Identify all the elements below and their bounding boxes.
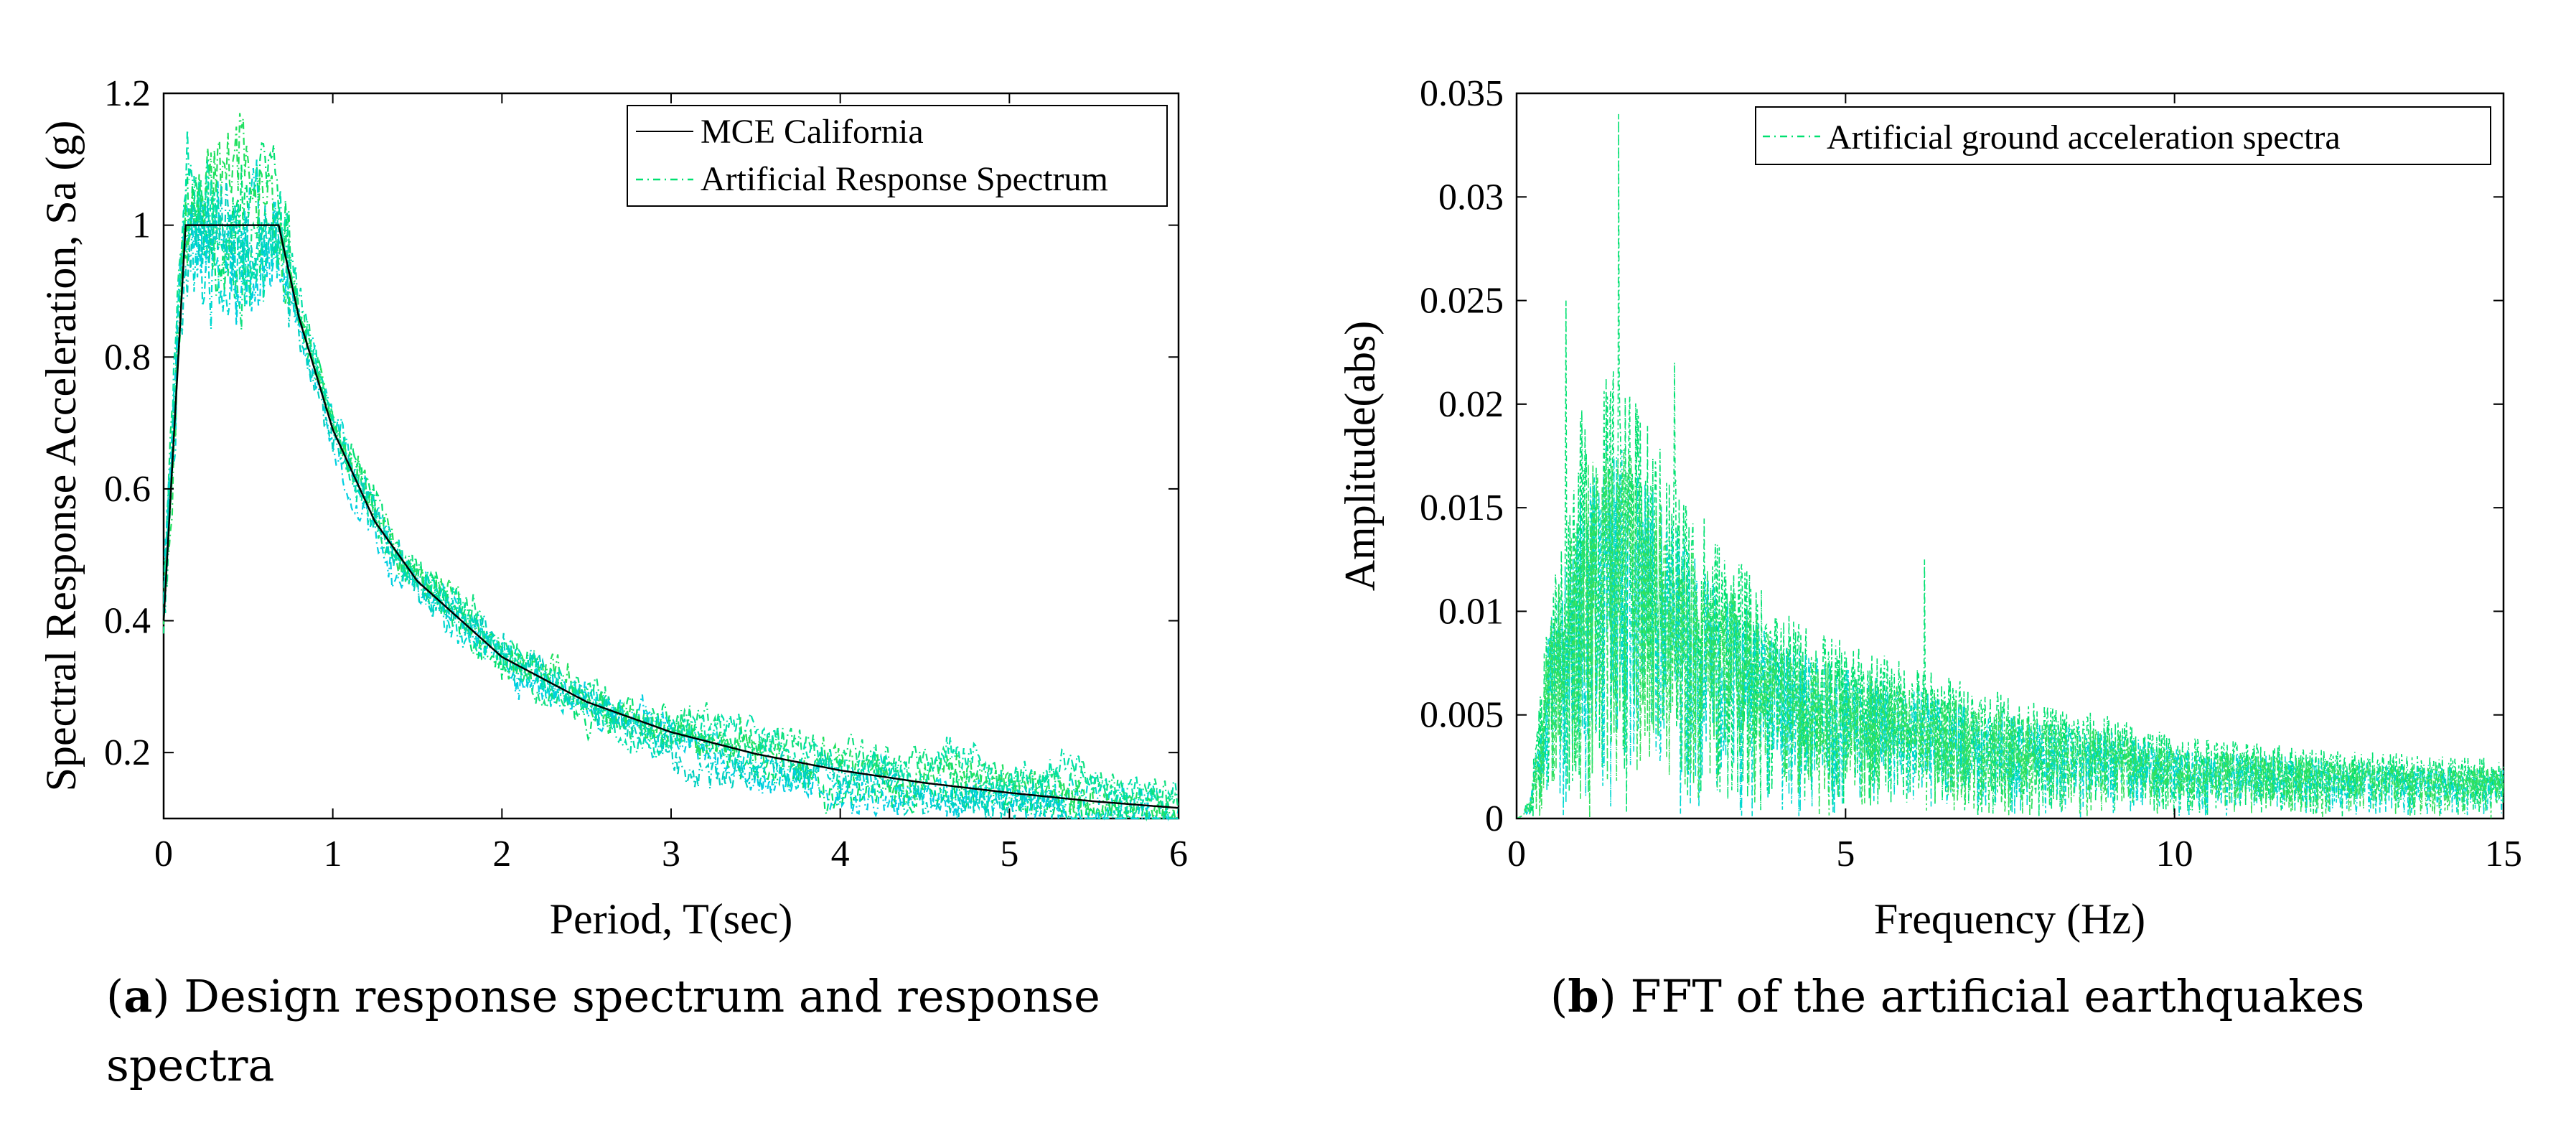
chart-b-legend: Artificial ground acceleration spectra	[1755, 106, 2491, 165]
chart-a-ytick-label: 0.2	[104, 732, 151, 773]
caption-a: (a) Design response spectrum and respons…	[106, 970, 1100, 1091]
chart-b-xtick-label: 15	[2485, 834, 2522, 875]
chart-a-ticks: 0 1 2 3 4 5 6 0.2 0.4 0.6 0.8 1 1.2	[104, 73, 1188, 875]
chart-a-xtick-label: 4	[831, 834, 850, 875]
chart-a-legend-artificial: Artificial Response Spectrum	[701, 160, 1108, 198]
chart-a-artificial-spectrum-line	[162, 129, 1179, 814]
chart-a-xtick-label: 1	[324, 834, 342, 875]
caption-a-line1: Design response spectrum and response	[184, 970, 1100, 1022]
chart-b-ytick-label: 0.02	[1438, 384, 1504, 425]
chart-a-ytick-label: 0.4	[104, 601, 151, 642]
chart-a-y-axis-label: Spectral Response Acceleration, Sa (g)	[37, 121, 85, 792]
chart-b-xtick-label: 5	[1836, 834, 1855, 875]
chart-b-ytick-label: 0.03	[1438, 177, 1504, 218]
caption-b-text: FFT of the artificial earthquakes	[1630, 970, 2365, 1022]
chart-b-ytick-label: 0.035	[1420, 73, 1504, 114]
chart-a-legend-mce: MCE California	[701, 113, 924, 151]
chart-a-legend-box	[627, 105, 1168, 207]
chart-b-plot-frame	[1515, 92, 2505, 820]
chart-b-xtick-label: 0	[1507, 834, 1526, 875]
chart-a-xtick-label: 0	[154, 834, 173, 875]
chart-a-xtick-label: 3	[662, 834, 680, 875]
chart-b-ytick-label: 0	[1485, 798, 1504, 839]
chart-a-xtick-label: 6	[1169, 834, 1188, 875]
chart-a-ytick-label: 0.6	[104, 469, 151, 510]
chart-a-traces	[162, 113, 1180, 822]
chart-a-xtick-label: 2	[492, 834, 511, 875]
chart-b-ticks: 0 5 10 15 0 0.005 0.01 0.015 0.02 0.025 0.03 0.035	[1420, 73, 2522, 875]
chart-a-ytick-label: 1.2	[104, 73, 151, 114]
chart-a: 0 1 2 3 4 5 6 0.2 0.4 0.6 0.8 1 1.2 Period, T(sec) S…	[37, 73, 1188, 943]
chart-a-artificial-spectrum-line	[162, 179, 1179, 821]
chart-a-ytick-label: 0.8	[104, 337, 151, 378]
chart-b-xtick-label: 10	[2156, 834, 2193, 875]
chart-a-xtick-label: 5	[1000, 834, 1018, 875]
chart-b-ytick-label: 0.01	[1438, 591, 1504, 632]
chart-b-ytick-label: 0.005	[1420, 695, 1504, 736]
chart-b-y-axis-label: Amplitude(abs)	[1336, 321, 1384, 592]
chart-a-plot-frame	[162, 92, 1180, 820]
caption-b-label: b	[1568, 970, 1599, 1022]
chart-a-artificial-spectrum-line	[162, 169, 1180, 817]
chart-a-ytick-label: 1	[132, 205, 151, 246]
chart-a-x-axis-label: Period, T(sec)	[550, 895, 793, 943]
chart-b-legend-label: Artificial ground acceleration spectra	[1827, 118, 2341, 157]
chart-b-ytick-label: 0.025	[1420, 281, 1504, 322]
caption-a-line2: spectra	[106, 1039, 275, 1091]
caption-b: (b) FFT of the artificial earthquakes	[1550, 970, 2365, 1022]
chart-a-legend: MCE California Artificial Response Spect…	[627, 105, 1168, 207]
chart-b-traces	[1516, 113, 2504, 819]
caption-a-label: a	[123, 970, 153, 1022]
chart-b-legend-box	[1755, 106, 2491, 165]
chart-a-mce-california-line	[162, 224, 1179, 809]
chart-b-fft-line	[1516, 449, 2504, 819]
chart-b: 0 5 10 1500.0050.010.0150.020.0250.030.035 …	[1336, 73, 2522, 943]
chart-b-ytick-label: 0.015	[1420, 488, 1504, 528]
chart-b-x-axis-label: Frequency (Hz)	[1874, 895, 2145, 943]
chart-b-fft-line	[1516, 442, 2504, 819]
